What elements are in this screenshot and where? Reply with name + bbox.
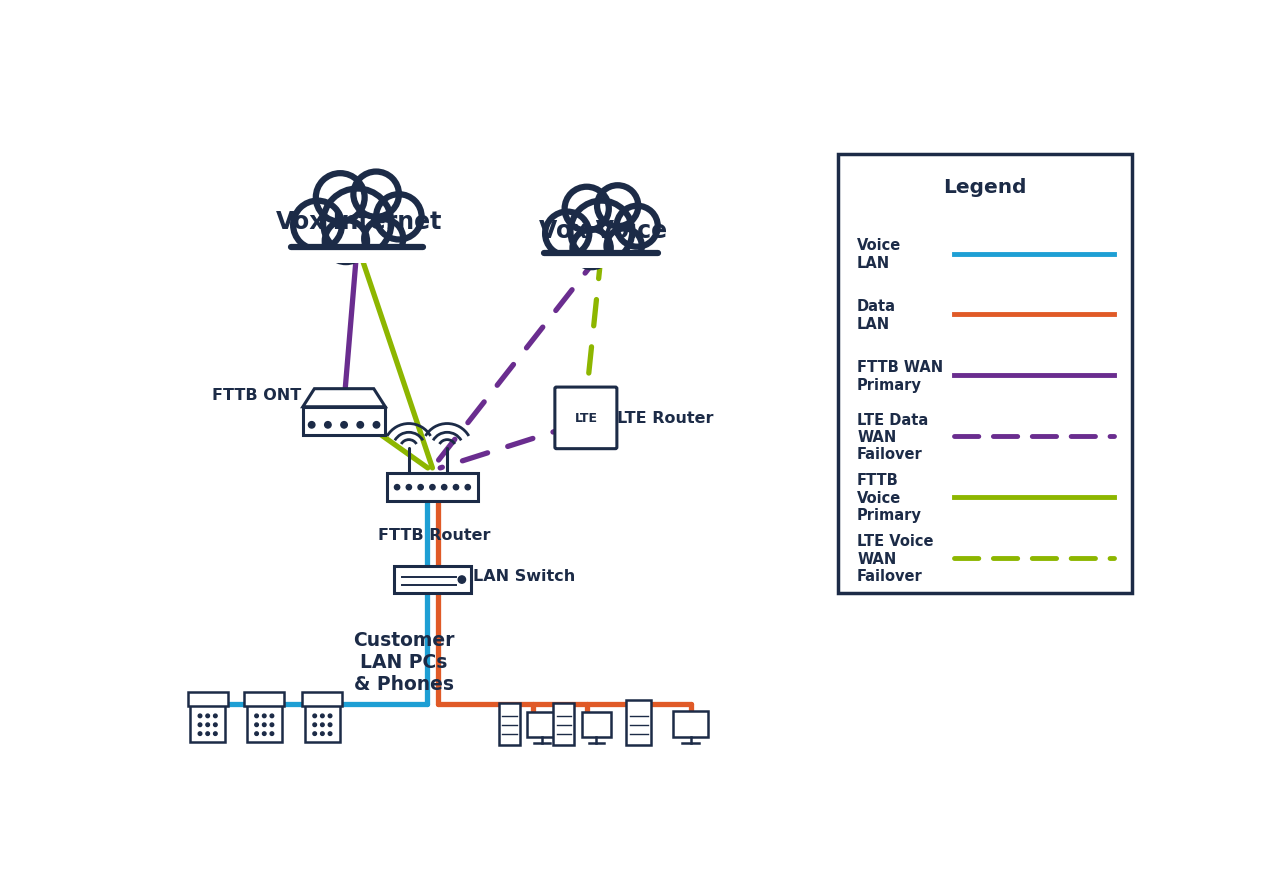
FancyBboxPatch shape (395, 566, 471, 594)
Circle shape (617, 206, 658, 248)
Circle shape (271, 715, 273, 718)
FancyBboxPatch shape (673, 710, 707, 738)
Text: LTE Data
WAN
Failover: LTE Data WAN Failover (857, 412, 928, 462)
Circle shape (315, 174, 365, 222)
FancyBboxPatch shape (303, 407, 386, 435)
Circle shape (406, 485, 411, 490)
Circle shape (213, 715, 217, 718)
FancyBboxPatch shape (626, 701, 651, 745)
Text: Customer
LAN PCs
& Phones: Customer LAN PCs & Phones (352, 630, 455, 694)
Circle shape (198, 715, 202, 718)
Circle shape (375, 195, 421, 241)
Circle shape (458, 576, 466, 584)
Circle shape (418, 485, 423, 490)
Circle shape (324, 220, 366, 263)
FancyBboxPatch shape (246, 705, 282, 742)
FancyBboxPatch shape (553, 703, 575, 745)
Circle shape (198, 732, 202, 736)
FancyBboxPatch shape (527, 712, 557, 738)
Circle shape (545, 212, 589, 256)
Circle shape (255, 715, 258, 718)
Circle shape (294, 201, 342, 250)
Circle shape (213, 723, 217, 727)
Circle shape (572, 230, 610, 268)
Circle shape (442, 485, 447, 490)
Circle shape (321, 732, 324, 736)
Circle shape (321, 723, 324, 727)
Text: LTE: LTE (575, 412, 598, 425)
Circle shape (313, 732, 317, 736)
Circle shape (323, 190, 392, 257)
Polygon shape (303, 389, 386, 407)
Circle shape (309, 422, 315, 428)
Circle shape (598, 186, 638, 227)
Text: FTTB WAN
Primary: FTTB WAN Primary (857, 360, 944, 392)
FancyBboxPatch shape (499, 703, 520, 745)
Text: LAN Switch: LAN Switch (472, 569, 575, 584)
Text: Legend: Legend (944, 178, 1027, 198)
Text: FTTB ONT: FTTB ONT (212, 388, 301, 403)
FancyBboxPatch shape (286, 246, 428, 263)
FancyBboxPatch shape (190, 705, 225, 742)
Circle shape (358, 422, 364, 428)
Circle shape (607, 229, 642, 264)
Circle shape (328, 723, 332, 727)
FancyBboxPatch shape (305, 705, 340, 742)
Circle shape (255, 723, 258, 727)
Text: LTE Router: LTE Router (617, 411, 714, 426)
Circle shape (263, 715, 266, 718)
Circle shape (213, 732, 217, 736)
Text: Data
LAN: Data LAN (857, 299, 896, 331)
FancyBboxPatch shape (303, 693, 342, 707)
Circle shape (324, 422, 331, 428)
Circle shape (364, 220, 404, 259)
Text: FTTB Router: FTTB Router (378, 528, 490, 543)
Circle shape (465, 485, 470, 490)
Text: FTTB
Voice
Primary: FTTB Voice Primary (857, 473, 922, 522)
Text: Vox Internet: Vox Internet (276, 210, 442, 234)
Circle shape (571, 201, 632, 263)
Circle shape (453, 485, 458, 490)
Circle shape (328, 715, 332, 718)
FancyBboxPatch shape (581, 712, 612, 738)
Circle shape (373, 422, 379, 428)
Circle shape (313, 723, 317, 727)
Circle shape (341, 422, 347, 428)
Circle shape (271, 732, 273, 736)
Circle shape (255, 732, 258, 736)
Circle shape (313, 715, 317, 718)
FancyBboxPatch shape (387, 474, 478, 501)
Circle shape (328, 732, 332, 736)
Circle shape (354, 172, 398, 218)
Circle shape (206, 715, 209, 718)
FancyBboxPatch shape (244, 693, 285, 707)
FancyBboxPatch shape (188, 693, 227, 707)
FancyBboxPatch shape (540, 253, 663, 269)
Circle shape (395, 485, 400, 490)
Circle shape (206, 732, 209, 736)
Circle shape (321, 715, 324, 718)
Circle shape (263, 723, 266, 727)
Circle shape (271, 723, 273, 727)
Circle shape (198, 723, 202, 727)
Text: Vox Voice: Vox Voice (539, 219, 667, 242)
Circle shape (564, 188, 609, 231)
Circle shape (263, 732, 266, 736)
Circle shape (206, 723, 209, 727)
Text: LTE Voice
WAN
Failover: LTE Voice WAN Failover (857, 534, 933, 584)
FancyBboxPatch shape (838, 155, 1133, 593)
FancyBboxPatch shape (555, 387, 617, 450)
Circle shape (430, 485, 435, 490)
Text: Voice
LAN: Voice LAN (857, 238, 902, 270)
